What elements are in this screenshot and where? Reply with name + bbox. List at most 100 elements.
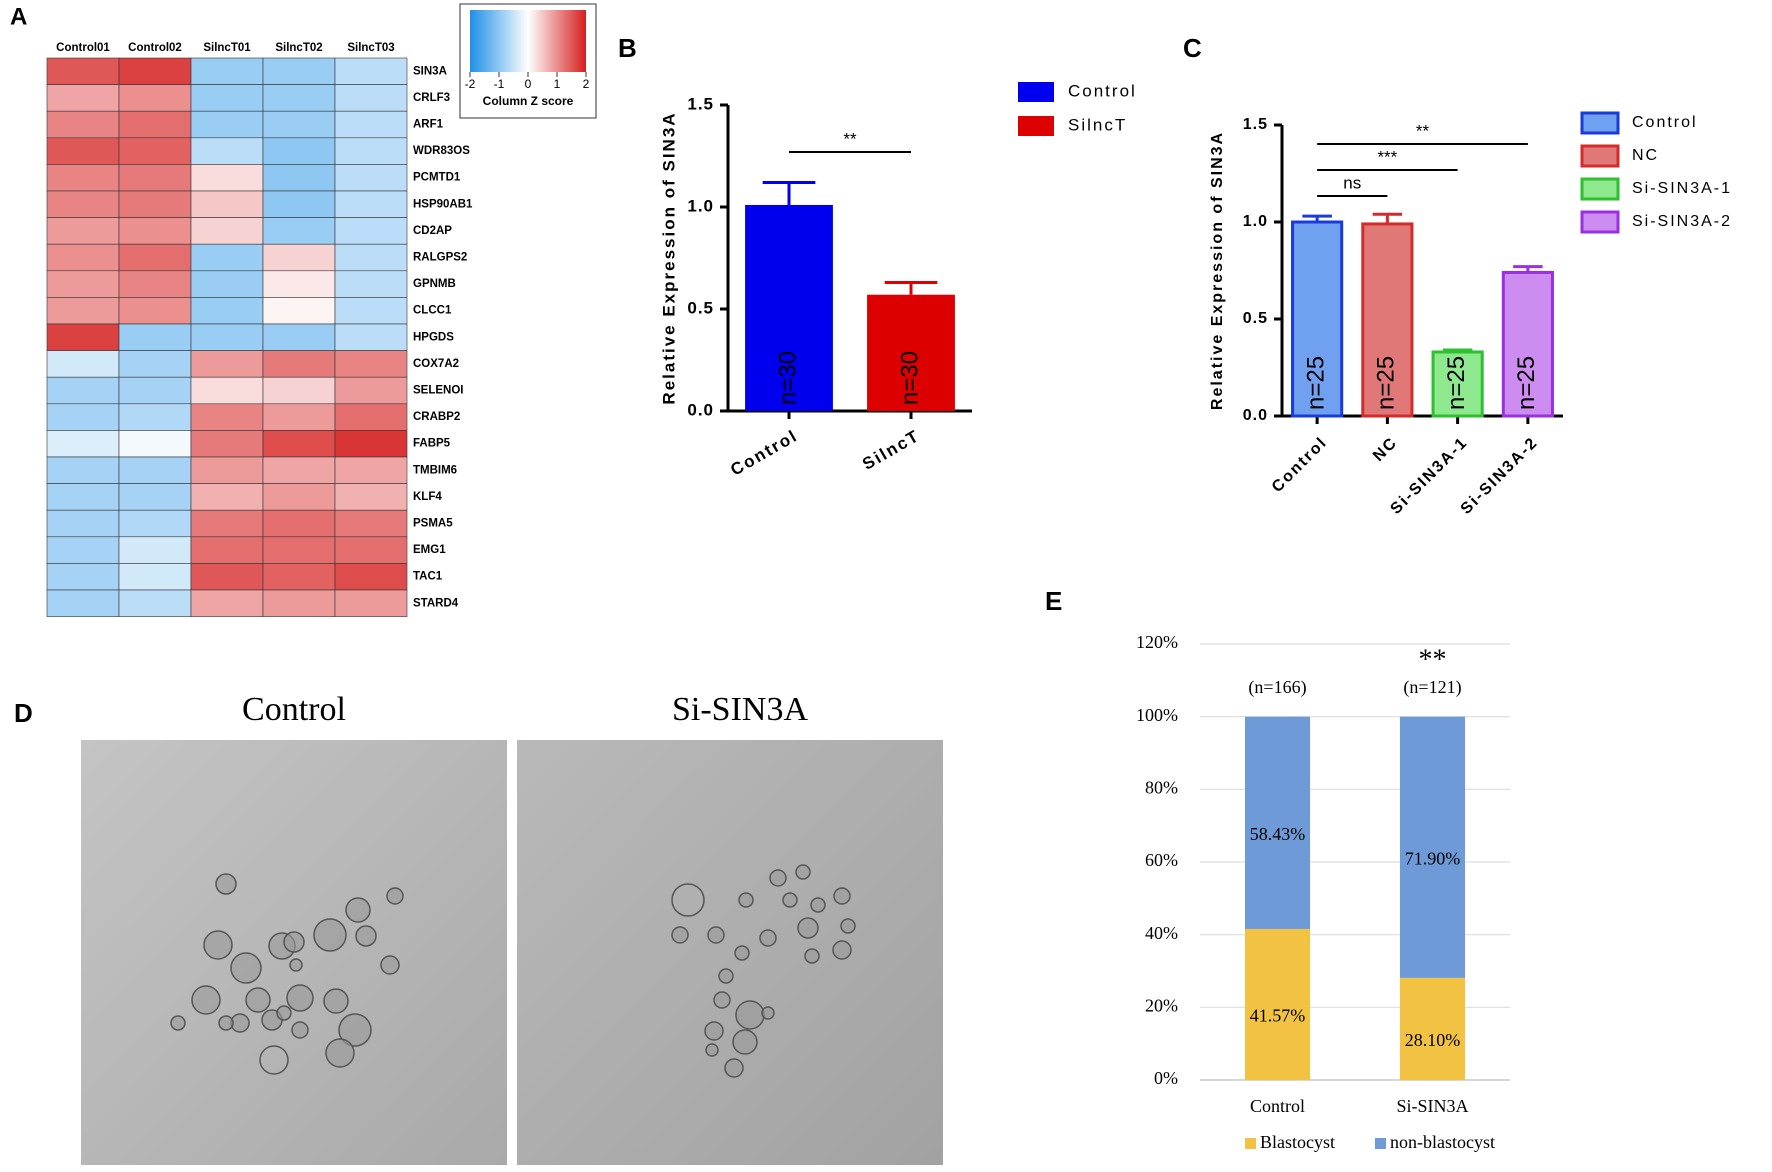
heatmap-cell [118, 403, 192, 431]
heatmap-cell [118, 430, 192, 458]
y-tick-label: 0.5 [687, 298, 714, 317]
heatmap-cell [118, 190, 192, 218]
heatmap-cell [190, 270, 264, 298]
colorbar-tick-label: 0 [525, 77, 532, 91]
colorbar [470, 10, 586, 72]
row-label: ARF1 [413, 119, 444, 131]
heatmap-cell [46, 589, 120, 617]
row-label: GPNMB [413, 278, 456, 290]
category-note: (n=121) [1403, 677, 1461, 698]
heatmap-cell [118, 563, 192, 591]
row-label: SELENOI [413, 385, 463, 397]
heatmap-cell [46, 323, 120, 351]
row-label: WDR83OS [413, 145, 470, 157]
y-tick-label: 40% [1145, 923, 1178, 943]
significance-label: ** [1419, 644, 1447, 675]
heatmap-cell [46, 270, 120, 298]
heatmap-cell [334, 110, 408, 139]
heatmap-cell [262, 483, 336, 511]
embryos [170, 864, 856, 1078]
heatmap-cell [334, 403, 408, 431]
heatmap-cell [118, 243, 192, 272]
y-tick-label: 0.0 [687, 400, 714, 419]
heatmap-cell [118, 376, 192, 405]
column-label: SilncT03 [347, 42, 394, 54]
heatmap-cell [262, 297, 336, 325]
y-tick-label: 80% [1145, 777, 1178, 797]
legend-swatch [1580, 111, 1620, 135]
x-tick-label: Control [1269, 434, 1331, 496]
value-label: 58.43% [1250, 824, 1306, 844]
y-axis-label: Relative Expression of SIN3A [1209, 131, 1226, 410]
row-label: PCMTD1 [413, 172, 461, 184]
heatmap-cell [190, 456, 264, 484]
panel-label: C [1183, 33, 1202, 63]
heatmap-cell [334, 456, 408, 484]
y-tick-label: 0.5 [1243, 310, 1268, 327]
row-label: FABP5 [413, 438, 451, 450]
bar-label: n=25 [1443, 356, 1470, 410]
legend-label: Control [1068, 81, 1137, 100]
row-label: KLF4 [413, 491, 442, 503]
heatmap-cell [334, 243, 408, 272]
heatmap-cell [190, 297, 264, 325]
heatmap-cell [334, 137, 408, 165]
row-label: CRLF3 [413, 92, 450, 104]
bar-label: n=25 [1302, 356, 1329, 410]
bar [745, 204, 833, 411]
column-label: Control02 [128, 42, 182, 54]
panel-label: D [14, 698, 33, 728]
heatmap-cell [262, 137, 336, 165]
heatmap-cell [46, 350, 120, 378]
heatmap-cell [190, 403, 264, 431]
legend-swatch [1018, 82, 1054, 102]
heatmap-cell [334, 376, 408, 405]
heatmap-cell [46, 137, 120, 165]
heatmap-cell [190, 536, 264, 564]
bar-segment [1399, 977, 1466, 1080]
column-label: SilncT01 [203, 42, 251, 54]
row-label: HSP90AB1 [413, 198, 473, 210]
heatmap-cell [190, 137, 264, 165]
legend-swatch [1580, 144, 1620, 168]
y-tick-label: 20% [1145, 995, 1178, 1015]
bar-segment [1399, 716, 1466, 978]
bar-label: n=25 [1513, 356, 1540, 410]
heatmap-cell [190, 430, 264, 458]
heatmap-cell [334, 84, 408, 112]
heatmap-cell [262, 164, 336, 192]
y-tick-label: 1.0 [687, 196, 714, 215]
row-label: SIN3A [413, 65, 447, 77]
heatmap-cell [118, 589, 192, 617]
heatmap-cell [46, 84, 120, 112]
heatmap-cell [262, 430, 336, 458]
y-tick-label: 1.5 [687, 94, 714, 113]
legend-swatch [1580, 177, 1620, 201]
legend-swatch [1018, 116, 1054, 136]
heatmap-cell [334, 57, 408, 85]
heatmap-cell [334, 190, 408, 218]
heatmap-cell [190, 190, 264, 218]
legend-swatch [1580, 210, 1620, 234]
heatmap-cell [46, 190, 120, 218]
heatmap-cell [262, 110, 336, 139]
heatmap-cell [118, 110, 192, 139]
legend-label: Si-SIN3A-1 [1632, 180, 1732, 197]
row-label: TMBIM6 [413, 464, 457, 476]
column-label: Control01 [56, 42, 110, 54]
heatmap-cell [262, 270, 336, 298]
legend-label: non-blastocyst [1390, 1132, 1495, 1152]
legend-label: Control [1632, 114, 1698, 131]
heatmap-cell [334, 270, 408, 298]
heatmap-cell [190, 589, 264, 617]
heatmap-cell [334, 589, 408, 617]
heatmap-cell [118, 536, 192, 564]
heatmap-cell [262, 403, 336, 431]
heatmap-cell [334, 217, 408, 245]
heatmap-cell [262, 84, 336, 112]
row-label: HPGDS [413, 331, 454, 343]
micrograph [517, 740, 943, 1165]
row-label: STARD4 [413, 597, 459, 609]
heatmap-cell [190, 217, 264, 245]
heatmap-cell [190, 376, 264, 405]
